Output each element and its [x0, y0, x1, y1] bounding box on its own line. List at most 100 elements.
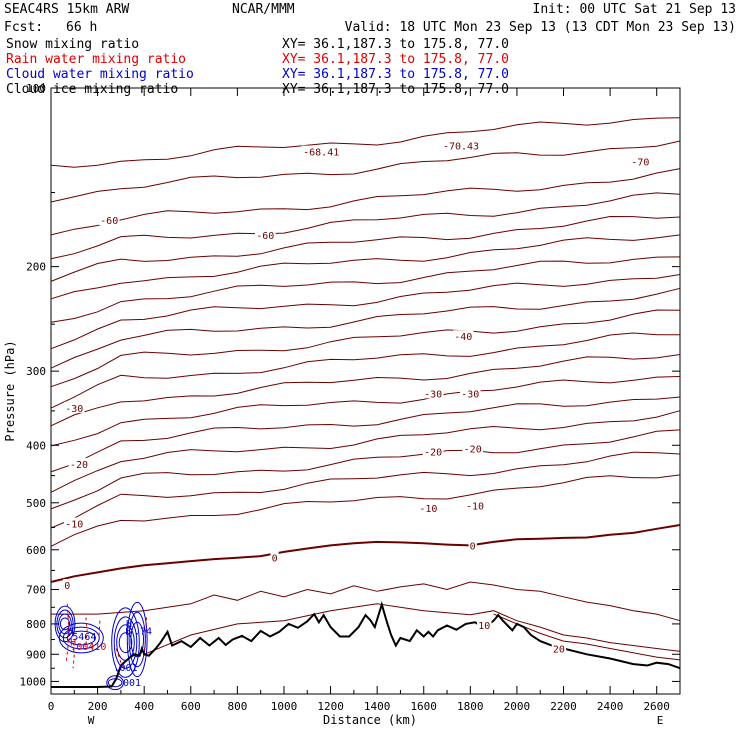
- isotherm-line: [144, 603, 681, 655]
- x-axis-left-end-label: W: [88, 714, 95, 727]
- x-tick-label: 800: [227, 700, 247, 713]
- isotherm-line: [50, 332, 681, 409]
- isotherm-line: [50, 215, 681, 282]
- isotherm-line: [50, 451, 681, 529]
- cloud-water-contour: [128, 611, 146, 668]
- valid-time: Valid: 18 UTC Mon 23 Sep 13 (13 CDT Mon …: [345, 20, 736, 35]
- y-tick-label: 800: [26, 618, 46, 631]
- contour-label-bg: [270, 551, 279, 563]
- field-name-snow: Snow mixing ratio: [6, 37, 139, 52]
- isotherm-line: [50, 192, 681, 260]
- x-tick-label: 1400: [364, 700, 391, 713]
- y-tick-label: 1000: [20, 675, 47, 688]
- isotherm-label: -40: [454, 332, 472, 343]
- x-tick-label: 2200: [550, 700, 577, 713]
- cloud-water-contour: [118, 632, 133, 653]
- isotherm-layer: [50, 117, 681, 661]
- forecast-value: 66 h: [66, 20, 97, 35]
- init-time: Init: 00 UTC Sat 21 Sep 13: [533, 2, 737, 17]
- cloud-water-contour: [113, 616, 138, 669]
- isotherm-line: [50, 410, 681, 493]
- x-tick-label: 2000: [504, 700, 531, 713]
- x-tick-label: 1200: [317, 700, 344, 713]
- contour-label-bg: [255, 229, 276, 241]
- isotherm-line: [50, 474, 681, 547]
- isotherm-line: [50, 354, 681, 427]
- isotherm-line: [50, 274, 681, 350]
- rain-water-contour: [85, 617, 88, 646]
- isotherm-line: [50, 256, 681, 323]
- hydrometeor-label: H: [126, 619, 132, 630]
- freezing-level-line: [50, 524, 681, 583]
- axis-tick-layer: 0 200 400 600 800 1000 1200 1400 1600 1800 2000 220…: [20, 82, 681, 713]
- cloud-water-contour: [58, 622, 104, 654]
- isotherm-label: -60: [256, 231, 274, 242]
- isotherm-line: [50, 140, 681, 203]
- forecast-label: Fcst:: [4, 20, 43, 35]
- y-tick-label: 500: [26, 497, 46, 510]
- y-tick-label: 900: [26, 648, 46, 661]
- contour-label-bg: [422, 445, 444, 457]
- rain-water-contour: [65, 603, 70, 663]
- isotherm-line: [50, 287, 681, 369]
- terrain-line: [51, 601, 681, 688]
- isotherm-line: [50, 309, 681, 388]
- isotherm-label: -70.43: [443, 142, 479, 153]
- isotherm-label: 0: [272, 553, 278, 564]
- field-name-cloud-ice: Cloud ice mixing ratio: [6, 82, 178, 97]
- cloud-water-contour: [106, 675, 124, 691]
- isotherm-line: [493, 613, 681, 661]
- hydrometeor-label: H: [68, 626, 74, 637]
- isotherm-label: -30: [461, 389, 479, 400]
- hydrometeor-label: .00410: [70, 642, 106, 653]
- contour-label-bg: [63, 579, 72, 590]
- contour-label-bg: [98, 214, 120, 226]
- contour-label-bg: [468, 539, 477, 551]
- contour-label-bg: [422, 387, 444, 399]
- y-tick-label: 400: [26, 439, 46, 452]
- terrain-layer: [51, 601, 681, 688]
- isotherm-label: -20: [464, 445, 482, 456]
- contour-label-bg: [477, 618, 492, 630]
- contour-label-bg: [441, 139, 481, 151]
- contour-label-bg: [301, 145, 341, 157]
- isotherm-label: -60: [100, 216, 118, 227]
- hydrometeor-label: H: [70, 638, 76, 649]
- isotherm-line: [50, 429, 681, 510]
- isotherm-label: -10: [65, 520, 83, 531]
- isotherm-label: 10: [478, 621, 490, 632]
- contour-label-bg: [630, 155, 651, 167]
- hydrometeor-label: .5464: [66, 632, 96, 643]
- contour-label-layer: -68.41 -70.43 -70 -60 -60 -40 -30 -30 -30 -20 -20 -…: [63, 139, 651, 689]
- isotherm-label: -20: [70, 460, 88, 471]
- x-tick-label: 1600: [410, 700, 437, 713]
- model-title: SEAC4RS 15km ARW: [4, 2, 129, 17]
- isotherm-label: -10: [419, 504, 437, 515]
- isotherm-label: -10: [466, 501, 484, 512]
- x-tick-label: 2600: [643, 700, 670, 713]
- x-tick-label: 600: [181, 700, 201, 713]
- x-tick-label: 1800: [457, 700, 484, 713]
- contour-label-bg: [551, 642, 567, 654]
- contour-label-bg: [68, 457, 90, 469]
- field-name-cloud-water: Cloud water mixing ratio: [6, 67, 194, 82]
- hydrometeor-label: B: [125, 626, 131, 637]
- cloud-water-contour: [62, 626, 100, 650]
- y-tick-label: 600: [26, 544, 46, 557]
- y-tick-label: 700: [26, 584, 46, 597]
- cloud-water-contour: [126, 601, 148, 678]
- x-tick-label: 2400: [597, 700, 624, 713]
- field-xy-cloud-ice: XY= 36.1,187.3 to 175.8, 77.0: [282, 82, 509, 97]
- field-name-rain: Rain water mixing ratio: [6, 52, 186, 67]
- contour-label-bg: [464, 499, 486, 511]
- isotherm-line: [51, 581, 681, 622]
- isotherm-label: 20: [553, 645, 565, 656]
- y-axis-label: Pressure (hPa): [3, 340, 17, 441]
- isotherm-label: -30: [65, 404, 83, 415]
- field-xy-snow: XY= 36.1,187.3 to 175.8, 77.0: [282, 37, 509, 52]
- x-tick-label: 0: [48, 700, 55, 713]
- center-title: NCAR/MMM: [232, 2, 295, 17]
- rain-water-contour: [115, 648, 126, 672]
- isotherm-line: [50, 168, 681, 236]
